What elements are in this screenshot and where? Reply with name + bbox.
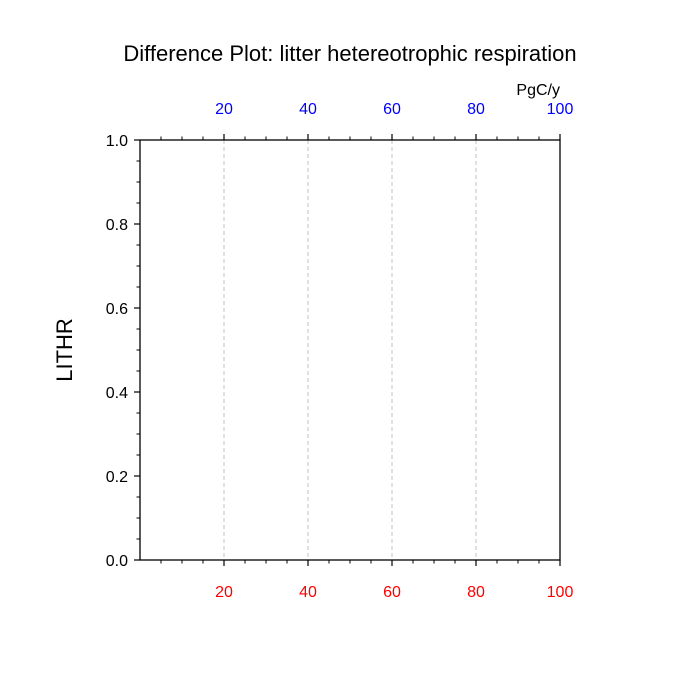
y-tick-label-0: 0.0 (106, 553, 128, 570)
x-top-tick-labels: 20 40 60 80 100 (215, 101, 573, 118)
x-bottom-tick-label-4: 100 (547, 584, 574, 601)
y-tick-label-3: 0.6 (106, 301, 128, 318)
chart-title: Difference Plot: litter hetereotrophic r… (123, 41, 576, 66)
y-tick-label-5: 1.0 (106, 133, 128, 150)
x-bottom-tick-label-2: 60 (383, 584, 401, 601)
x-top-tick-label-4: 100 (547, 101, 574, 118)
axis-ticks (134, 134, 561, 566)
x-bottom-tick-label-0: 20 (215, 584, 233, 601)
y-tick-labels: 0.0 0.2 0.4 0.6 0.8 1.0 (106, 133, 128, 570)
y-tick-label-1: 0.2 (106, 469, 128, 486)
y-tick-label-4: 0.8 (106, 217, 128, 234)
y-tick-label-2: 0.4 (106, 385, 128, 402)
vertical-grid (223, 140, 477, 560)
x-top-tick-label-1: 40 (299, 101, 317, 118)
x-top-tick-label-2: 60 (383, 101, 401, 118)
x-top-tick-label-0: 20 (215, 101, 233, 118)
x-bottom-tick-label-1: 40 (299, 584, 317, 601)
top-axis-units: PgC/y (516, 82, 560, 99)
x-bottom-tick-label-3: 80 (467, 584, 485, 601)
plot-frame (139, 139, 561, 561)
y-axis-label: LITHR (52, 318, 77, 382)
x-top-tick-label-3: 80 (467, 101, 485, 118)
x-bottom-tick-labels: 20 40 60 80 100 (215, 584, 573, 601)
